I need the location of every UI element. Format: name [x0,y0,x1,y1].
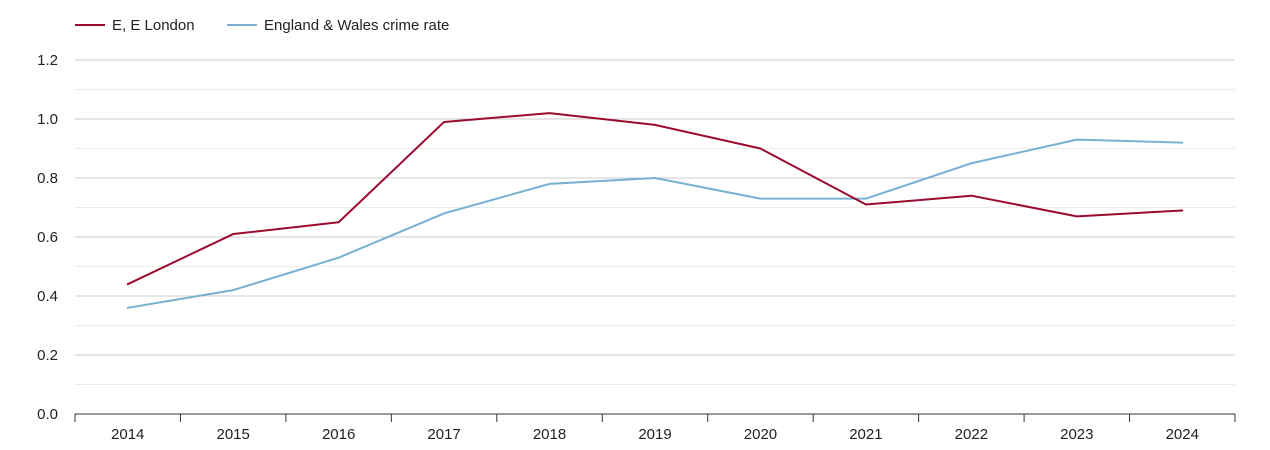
data-point-e-london[interactable] [546,109,554,117]
data-point-england-wales[interactable] [1073,136,1081,144]
data-point-england-wales[interactable] [440,209,448,217]
y-tick-label: 0.6 [37,229,58,246]
legend-label-england-wales: England & Wales crime rate [264,17,449,34]
x-axis: 2014 2015 2016 2017 2018 2019 2020 2021 2022 2023… [74,413,1236,443]
data-point-e-london[interactable] [1073,212,1081,220]
data-point-england-wales[interactable] [1178,139,1186,147]
y-axis: 0.0 0.2 0.4 0.6 0.8 1.0 1.2 [37,52,58,423]
data-point-e-london[interactable] [440,118,448,126]
y-tick-label: 0.2 [37,347,58,364]
x-tick-label: 2018 [533,426,566,443]
series-line-e-london[interactable] [126,112,1184,286]
series-lines [124,109,1186,312]
data-point-e-london[interactable] [335,218,343,226]
x-tick-label: 2014 [111,426,144,443]
series-line-england-wales[interactable] [126,138,1184,309]
y-tick-label: 1.0 [37,111,58,128]
x-tick-label: 2017 [427,426,460,443]
x-tick-label: 2016 [322,426,355,443]
y-tick-label: 0.0 [37,406,58,423]
data-point-e-london[interactable] [124,280,132,288]
x-tick-label: 2019 [638,426,671,443]
x-tick-label: 2024 [1166,426,1199,443]
data-point-e-london[interactable] [1178,206,1186,214]
data-point-england-wales[interactable] [651,174,659,182]
x-tick-label: 2021 [849,426,882,443]
y-tick-label: 0.8 [37,170,58,187]
data-point-england-wales[interactable] [124,304,132,312]
y-tick-label: 1.2 [37,52,58,69]
data-point-e-london[interactable] [756,145,764,153]
x-tick-label: 2015 [216,426,249,443]
data-point-e-london[interactable] [967,192,975,200]
data-point-e-london[interactable] [651,121,659,129]
data-point-e-london[interactable] [862,201,870,209]
x-tick-label: 2023 [1060,426,1093,443]
legend: E, E London England & Wales crime rate [75,17,449,34]
data-point-england-wales[interactable] [967,159,975,167]
data-point-england-wales[interactable] [756,195,764,203]
x-tick-label: 2020 [744,426,777,443]
data-point-england-wales[interactable] [546,180,554,188]
x-tick-label: 2022 [955,426,988,443]
legend-item-england-wales[interactable]: England & Wales crime rate [227,17,449,34]
grid-lines [75,59,1235,385]
data-point-e-london[interactable] [229,230,237,238]
legend-item-e-london[interactable]: E, E London [75,17,195,34]
data-point-england-wales[interactable] [229,286,237,294]
y-tick-label: 0.4 [37,288,58,305]
legend-label-e-london: E, E London [112,17,195,34]
data-point-england-wales[interactable] [335,254,343,262]
